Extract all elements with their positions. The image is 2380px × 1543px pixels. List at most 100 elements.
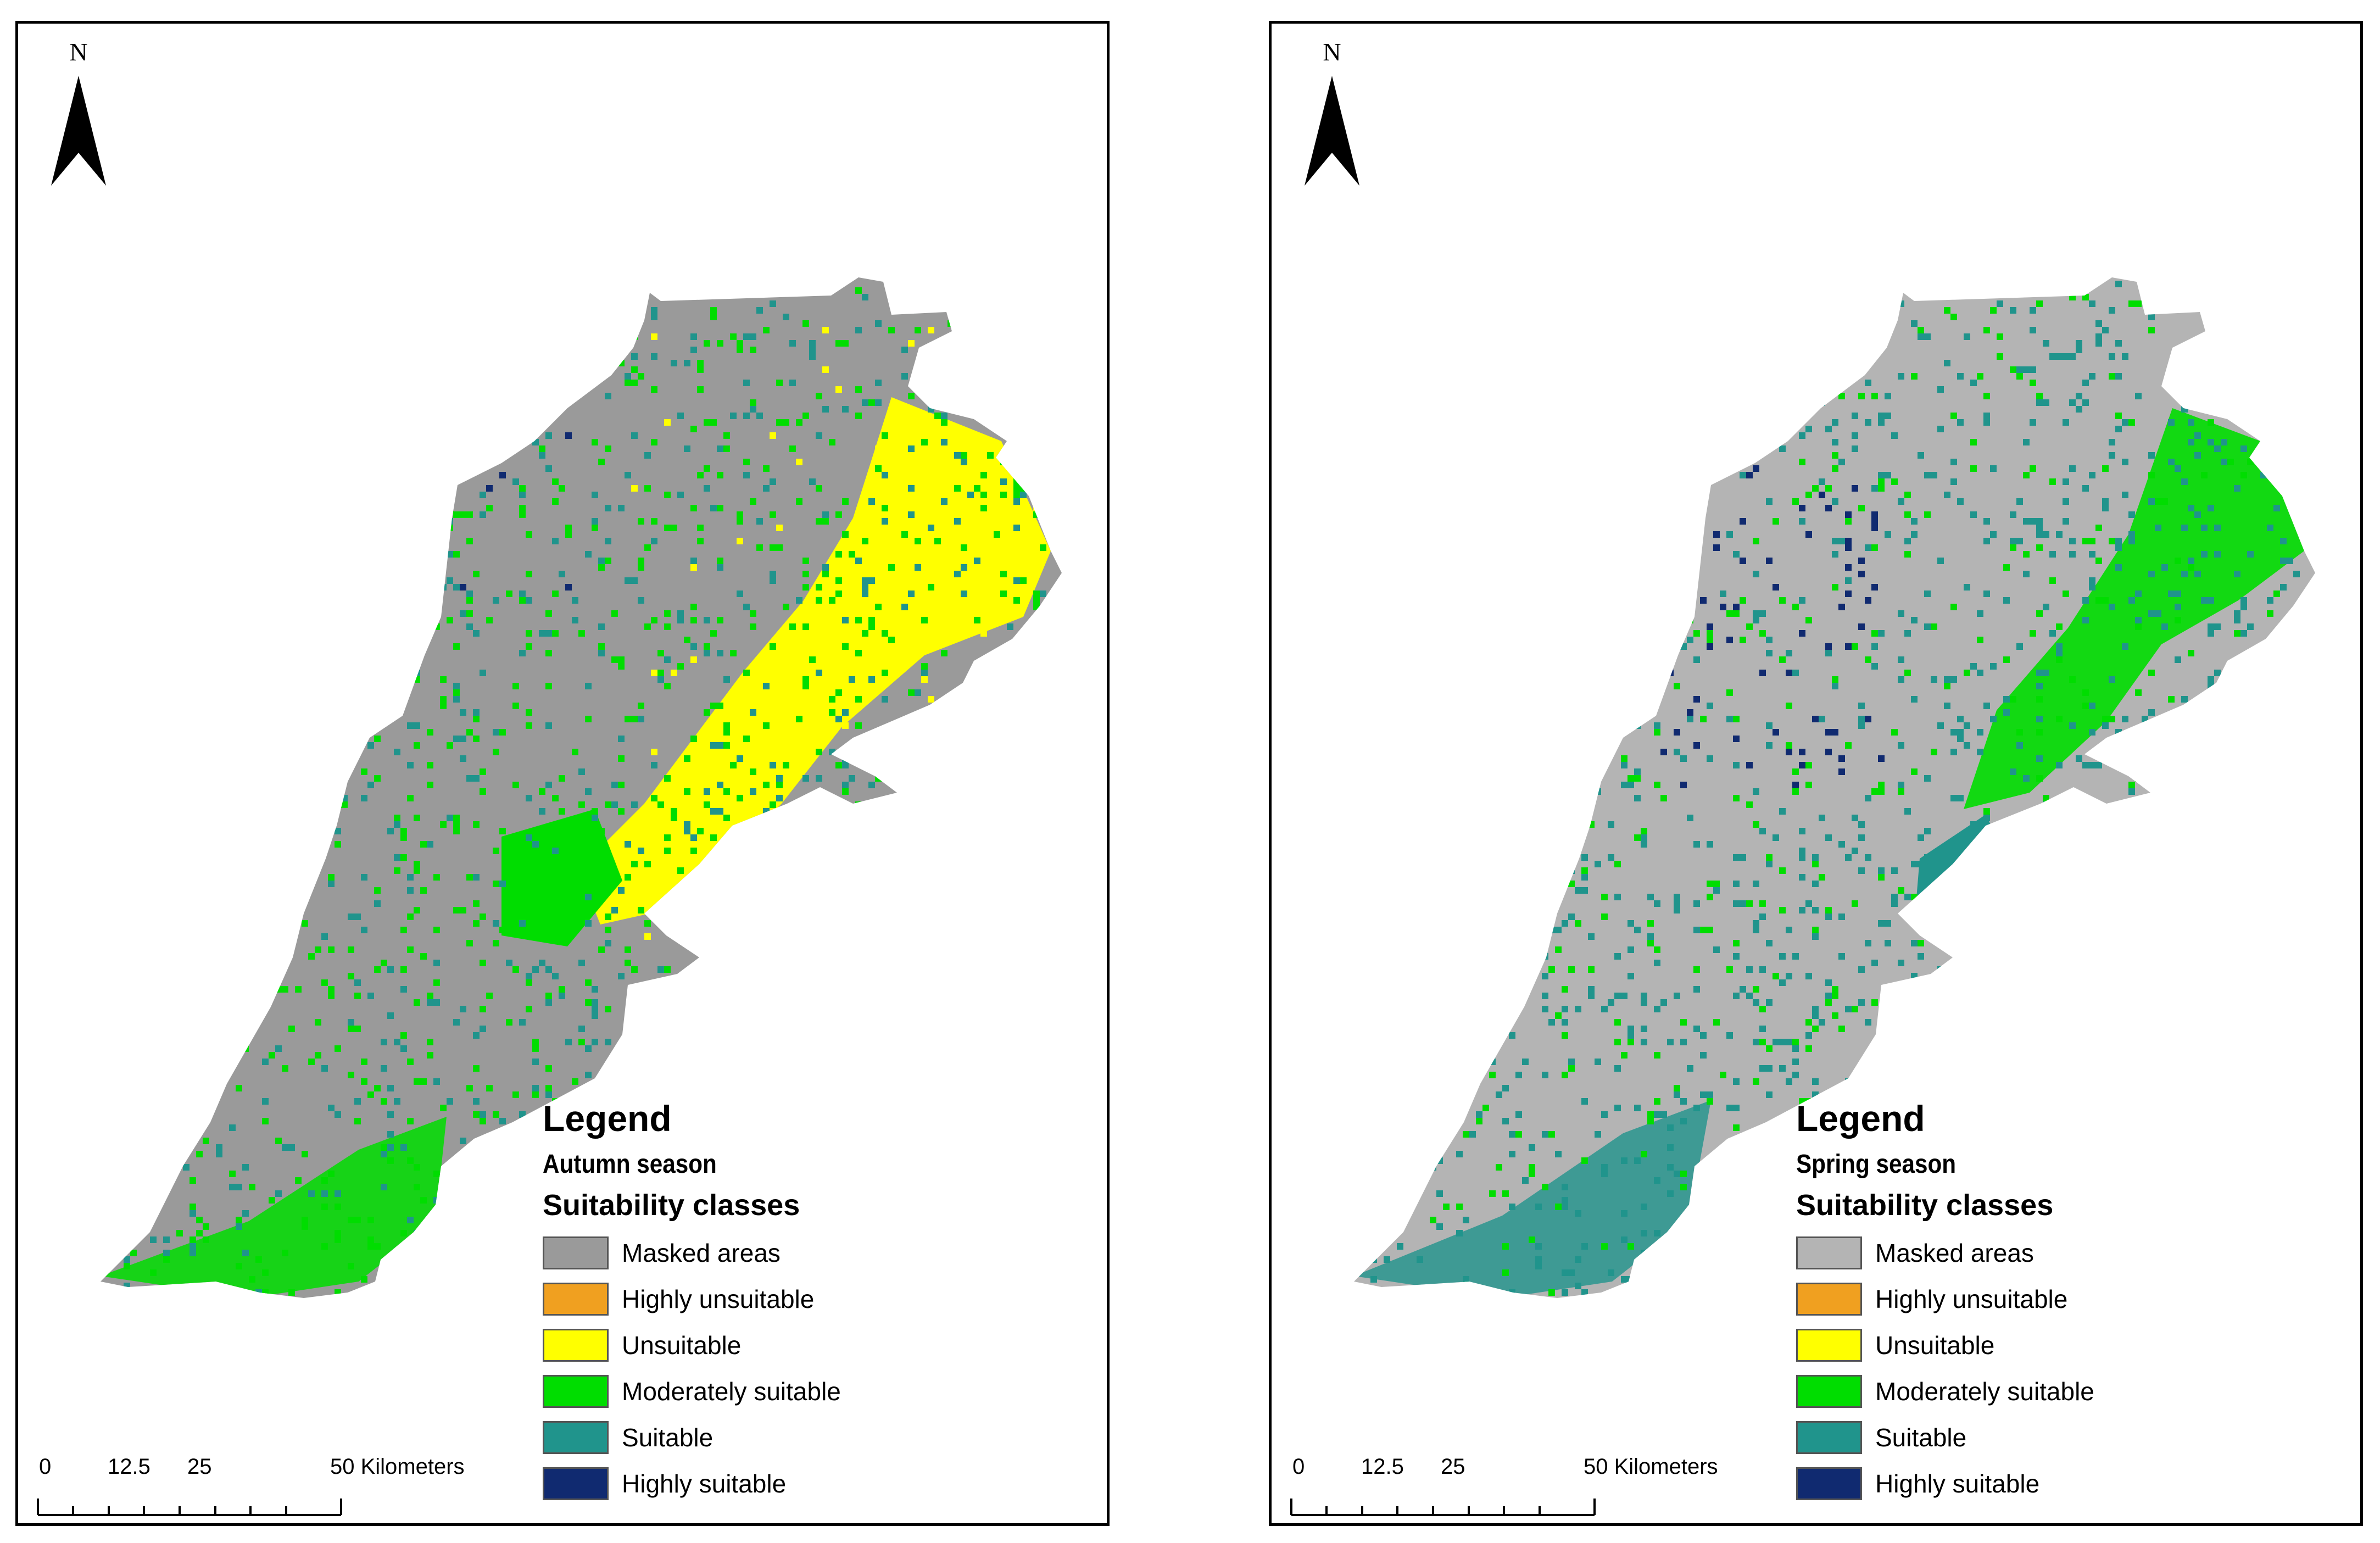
- raster-cell: [664, 610, 671, 617]
- raster-cell: [2135, 986, 2142, 993]
- raster-cell: [2188, 439, 2194, 445]
- raster-cell: [1865, 380, 1871, 386]
- raster-cell: [124, 584, 130, 591]
- raster-cell: [269, 1052, 275, 1059]
- raster-cell: [367, 650, 374, 656]
- raster-cell: [196, 630, 203, 637]
- raster-cell: [400, 828, 407, 834]
- raster-cell: [2135, 689, 2142, 696]
- raster-cell: [882, 459, 888, 465]
- raster-cell: [453, 689, 460, 696]
- raster-cell: [2260, 683, 2267, 689]
- raster-cell: [2221, 459, 2227, 465]
- raster-cell: [1562, 1204, 1568, 1210]
- raster-cell: [2148, 472, 2155, 478]
- raster-cell: [2313, 478, 2315, 485]
- raster-cell: [2214, 927, 2221, 933]
- raster-cell: [2201, 729, 2208, 736]
- raster-cell: [1687, 591, 1693, 597]
- raster-cell: [328, 571, 335, 577]
- raster-cell: [1898, 782, 1904, 788]
- raster-cell: [420, 1078, 427, 1085]
- raster-cell: [1357, 386, 1364, 393]
- raster-cell: [1463, 913, 1469, 920]
- raster-cell: [1417, 722, 1423, 729]
- raster-cell: [1805, 617, 1812, 623]
- raster-cell: [2082, 617, 2089, 623]
- raster-cell: [2089, 1059, 2095, 1065]
- raster-cell: [704, 709, 710, 716]
- raster-cell: [1417, 472, 1423, 478]
- raster-cell: [1707, 340, 1713, 347]
- raster-cell: [486, 307, 493, 314]
- raster-cell: [381, 1144, 387, 1151]
- raster-cell: [1581, 1243, 1588, 1250]
- raster-cell: [1060, 1151, 1062, 1157]
- raster-cell: [183, 999, 189, 1006]
- raster-cell: [908, 445, 915, 452]
- raster-cell: [1370, 1256, 1377, 1263]
- raster-cell: [466, 1085, 473, 1091]
- raster-cell: [1430, 1217, 1436, 1223]
- raster-cell: [625, 320, 631, 327]
- raster-cell: [1944, 927, 1950, 933]
- raster-cell: [1825, 643, 1832, 650]
- raster-cell: [941, 439, 947, 445]
- raster-cell: [1707, 894, 1713, 900]
- raster-cell: [1621, 531, 1627, 538]
- raster-cell: [723, 742, 730, 749]
- raster-cell: [282, 986, 288, 993]
- raster-cell: [2287, 373, 2293, 380]
- raster-cell: [2016, 742, 2023, 749]
- raster-cell: [1456, 1151, 1463, 1157]
- raster-cell: [1542, 993, 1548, 999]
- raster-cell: [1430, 571, 1436, 577]
- raster-cell: [447, 327, 453, 333]
- raster-cell: [690, 617, 697, 623]
- raster-cell: [1357, 1065, 1364, 1072]
- raster-cell: [433, 1078, 440, 1085]
- raster-cell: [374, 386, 381, 393]
- raster-cell: [1667, 320, 1674, 327]
- raster-cell: [1964, 722, 1970, 729]
- raster-cell: [400, 287, 407, 294]
- raster-cell: [565, 584, 572, 591]
- raster-cell: [1687, 1065, 1693, 1072]
- raster-cell: [1430, 637, 1436, 643]
- raster-cell: [875, 1052, 882, 1059]
- raster-cell: [1871, 630, 1878, 637]
- raster-cell: [2260, 953, 2267, 960]
- raster-cell: [776, 419, 783, 426]
- raster-cell: [2273, 650, 2280, 656]
- raster-cell: [1007, 1078, 1013, 1085]
- raster-cell: [2201, 1045, 2208, 1052]
- raster-cell: [1450, 320, 1456, 327]
- raster-cell: [341, 366, 348, 373]
- raster-cell: [1436, 584, 1443, 591]
- raster-cell: [901, 373, 908, 380]
- raster-cell: [1931, 472, 1937, 478]
- raster-cell: [2148, 729, 2155, 736]
- raster-cell: [1555, 465, 1562, 472]
- raster-cell: [1693, 742, 1700, 749]
- raster-cell: [2300, 1217, 2306, 1223]
- raster-cell: [1766, 320, 1773, 327]
- raster-cell: [1799, 505, 1805, 511]
- raster-cell: [1950, 604, 1957, 610]
- raster-cell: [163, 584, 170, 591]
- raster-cell: [2293, 1204, 2300, 1210]
- raster-cell: [2214, 445, 2221, 452]
- raster-cell: [519, 1184, 526, 1190]
- raster-cell: [1601, 1243, 1608, 1250]
- raster-cell: [967, 1124, 974, 1131]
- raster-cell: [2240, 676, 2247, 683]
- raster-cell: [269, 1197, 275, 1204]
- raster-cell: [1000, 1171, 1007, 1177]
- raster-cell: [2280, 1250, 2287, 1256]
- raster-cell: [427, 1039, 433, 1045]
- raster-cell: [1581, 584, 1588, 591]
- raster-cell: [499, 1157, 506, 1164]
- raster-cell: [1614, 281, 1621, 287]
- raster-cell: [941, 801, 947, 808]
- raster-cell: [750, 406, 756, 413]
